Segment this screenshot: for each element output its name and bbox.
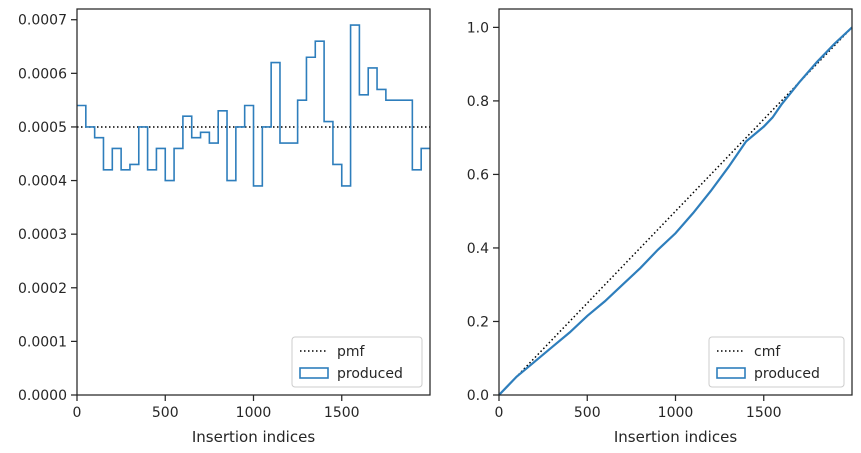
y-tick-label: 0.0 xyxy=(467,388,489,404)
legend-box xyxy=(291,336,423,388)
produced-line xyxy=(498,26,853,396)
y-tick-label: 0.0005 xyxy=(18,120,67,136)
y-tick-label: 0.6 xyxy=(467,167,489,183)
y-tick-label: 0.0000 xyxy=(18,388,67,404)
y-tick-label: 0.8 xyxy=(467,94,489,110)
x-axis-label: Insertion indices xyxy=(192,428,315,446)
x-tick-label: 1500 xyxy=(746,405,782,421)
legend-label-produced: produced xyxy=(337,366,403,382)
legend-swatch-produced xyxy=(716,367,746,379)
y-tick-label: 0.0002 xyxy=(18,281,67,297)
legend-label-produced: produced xyxy=(754,366,820,382)
x-tick-label: 1000 xyxy=(658,405,694,421)
legend-label-cmf: cmf xyxy=(754,344,781,360)
y-tick-label: 0.0004 xyxy=(18,174,67,190)
x-tick-label: 500 xyxy=(574,405,601,421)
pmf-chart-panel: 0 500 1000 1500 0.0000 0.0001 0.0002 0.0003 0.00… xyxy=(18,8,431,446)
y-tick-label: 0.0001 xyxy=(18,334,67,350)
legend-label-pmf: pmf xyxy=(337,344,366,360)
y-tick-label: 0.4 xyxy=(467,241,489,257)
cmf-chart-panel: 0 500 1000 1500 0.0 0.2 0.4 0.6 0.8 1.0 Insertion … xyxy=(467,8,853,446)
y-tick-label: 0.0006 xyxy=(18,66,67,82)
y-tick-label: 0.0003 xyxy=(18,227,67,243)
legend-box xyxy=(708,336,845,388)
x-tick-label: 1000 xyxy=(236,405,272,421)
y-tick-label: 0.2 xyxy=(467,314,489,330)
y-tick-label: 1.0 xyxy=(467,20,489,36)
x-tick-label: 1500 xyxy=(324,405,360,421)
x-tick-label: 500 xyxy=(152,405,179,421)
y-tick-label: 0.0007 xyxy=(18,13,67,29)
produced-line xyxy=(77,24,430,187)
legend-swatch-produced xyxy=(299,367,329,379)
x-axis-label: Insertion indices xyxy=(614,428,737,446)
x-tick-label: 0 xyxy=(495,405,504,421)
x-tick-label: 0 xyxy=(73,405,82,421)
